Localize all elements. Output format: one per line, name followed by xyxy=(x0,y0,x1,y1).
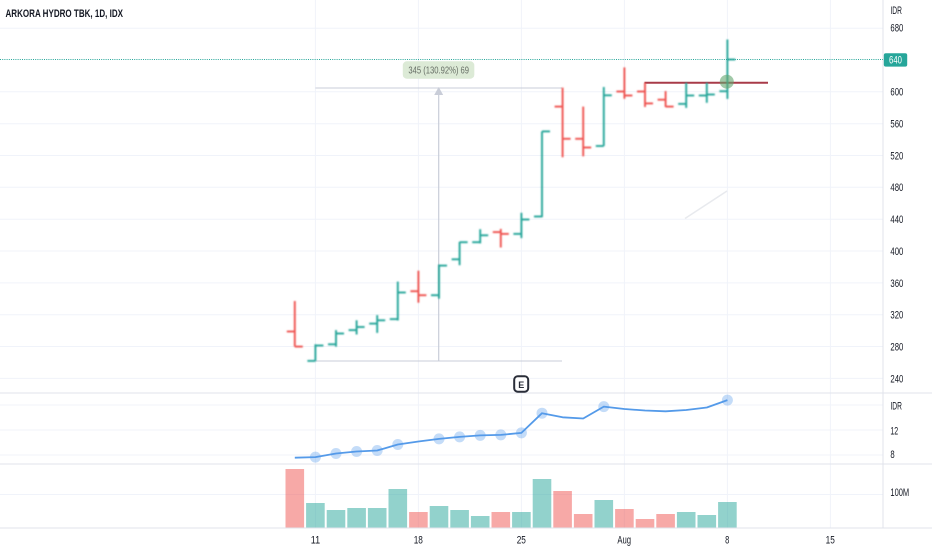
svg-text:ARKORA HYDRO TBK, 1D, IDX: ARKORA HYDRO TBK, 1D, IDX xyxy=(6,8,124,20)
svg-text:480: 480 xyxy=(890,182,903,194)
svg-text:IDR: IDR xyxy=(890,401,902,413)
svg-text:11: 11 xyxy=(311,535,320,547)
svg-text:360: 360 xyxy=(890,278,903,290)
svg-text:520: 520 xyxy=(890,150,903,162)
svg-text:680: 680 xyxy=(890,23,903,35)
svg-text:12: 12 xyxy=(890,426,898,438)
svg-text:8: 8 xyxy=(890,449,894,461)
svg-text:640: 640 xyxy=(889,55,902,67)
svg-text:560: 560 xyxy=(890,118,903,130)
svg-text:320: 320 xyxy=(890,310,903,322)
svg-text:IDR: IDR xyxy=(890,5,902,17)
svg-text:280: 280 xyxy=(890,341,903,353)
svg-text:Aug: Aug xyxy=(617,535,631,547)
svg-text:8: 8 xyxy=(725,535,729,547)
svg-text:440: 440 xyxy=(890,214,903,226)
svg-text:240: 240 xyxy=(890,373,903,385)
svg-text:E: E xyxy=(518,380,524,390)
svg-text:18: 18 xyxy=(414,535,423,547)
svg-text:15: 15 xyxy=(826,535,835,547)
svg-text:345 (130.92%) 69: 345 (130.92%) 69 xyxy=(408,66,469,77)
svg-text:400: 400 xyxy=(890,246,903,258)
svg-text:100M: 100M xyxy=(890,487,909,499)
svg-text:25: 25 xyxy=(517,535,526,547)
svg-text:600: 600 xyxy=(890,86,903,98)
